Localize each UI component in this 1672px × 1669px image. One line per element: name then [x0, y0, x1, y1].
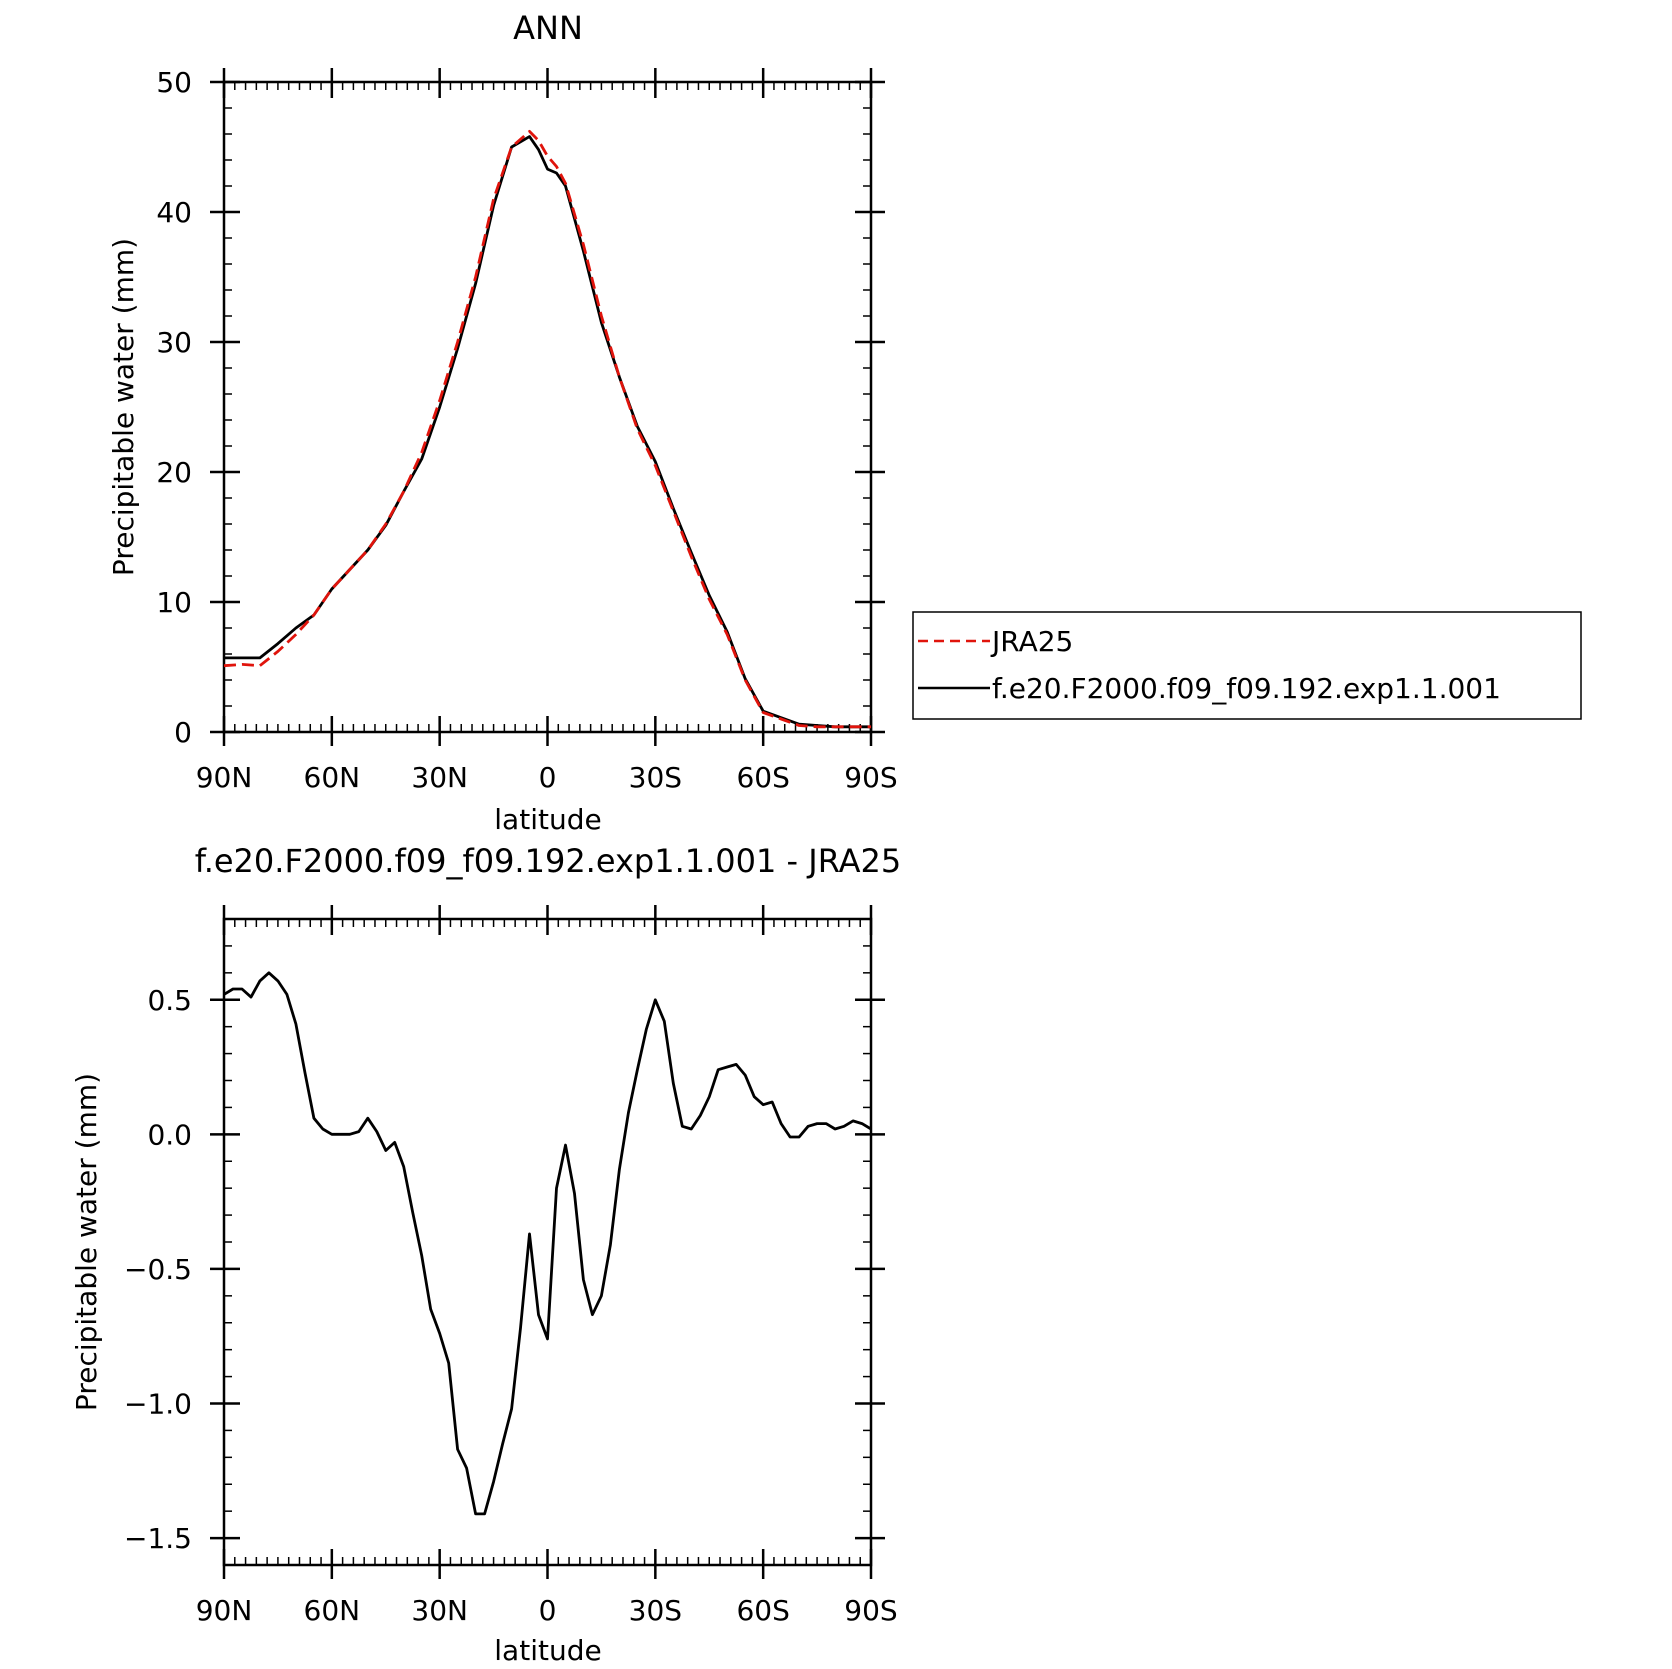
bottom-axis-ticks	[210, 905, 885, 1579]
top-y-axis-label: Precipitable water (mm)	[107, 238, 140, 576]
bottom-x-tick-label: 30S	[629, 1594, 682, 1627]
bottom-chart-panel: f.e20.F2000.f09_f09.192.exp1.1.001 - JRA…	[70, 842, 901, 1667]
bottom-y-tick-label: −1.5	[124, 1522, 192, 1555]
bottom-y-tick-label: −0.5	[124, 1253, 192, 1286]
top-y-tick-label: 0	[174, 716, 192, 749]
bottom-x-axis-label: latitude	[494, 1634, 601, 1667]
top-x-tick-label: 60S	[736, 761, 789, 794]
top-y-tick-labels: 0 10 20 30 40 50	[156, 66, 192, 749]
bottom-x-tick-label: 30N	[411, 1594, 468, 1627]
top-x-tick-label: 90N	[196, 761, 253, 794]
bottom-chart-title: f.e20.F2000.f09_f09.192.exp1.1.001 - JRA…	[195, 842, 901, 880]
bottom-plot-frame	[222, 917, 873, 1567]
bottom-x-tick-label: 0	[539, 1594, 557, 1627]
top-x-tick-label: 0	[539, 761, 557, 794]
bottom-x-tick-labels: 90N 60N 30N 0 30S 60S 90S	[196, 1594, 898, 1627]
top-y-tick-label: 10	[156, 586, 192, 619]
top-y-tick-label: 50	[156, 66, 192, 99]
top-y-tick-label: 20	[156, 456, 192, 489]
bottom-y-tick-label: 0.0	[147, 1118, 192, 1151]
top-x-axis-label: latitude	[494, 803, 601, 836]
bottom-y-tick-label: −1.0	[124, 1388, 192, 1421]
top-x-tick-labels: 90N 60N 30N 0 30S 60S 90S	[196, 761, 898, 794]
top-y-tick-label: 40	[156, 196, 192, 229]
top-series-lines	[223, 129, 871, 729]
top-x-tick-label: 60N	[304, 761, 361, 794]
bottom-x-tick-label: 60S	[736, 1594, 789, 1627]
top-axis-ticks	[210, 68, 885, 746]
bottom-x-tick-label: 90S	[844, 1594, 897, 1627]
top-plot-frame	[222, 80, 873, 734]
top-chart-title: ANN	[513, 9, 583, 47]
bottom-series-lines	[223, 971, 872, 1516]
bottom-x-tick-label: 60N	[304, 1594, 361, 1627]
top-series-line-f-e20-f2000-f09-f09-192-exp1-1-001	[224, 135, 871, 729]
legend-label-jra25: JRA25	[990, 625, 1073, 658]
bottom-y-tick-label: 0.5	[147, 984, 192, 1017]
legend: JRA25 f.e20.F2000.f09_f09.192.exp1.1.001	[912, 611, 1582, 720]
top-series-line-jra25	[223, 129, 871, 729]
top-x-tick-label: 90S	[844, 761, 897, 794]
legend-box	[912, 611, 1582, 720]
top-x-tick-label: 30S	[629, 761, 682, 794]
bottom-y-tick-labels: −1.5 −1.0 −0.5 0.0 0.5	[124, 984, 192, 1555]
top-x-tick-label: 30N	[411, 761, 468, 794]
bottom-y-axis-label: Precipitable water (mm)	[70, 1073, 103, 1411]
legend-label-model: f.e20.F2000.f09_f09.192.exp1.1.001	[992, 672, 1501, 705]
top-chart-panel: ANN 0 10 20 30 40 50 90N 60N 30N 0 30S 60S 90S lati…	[107, 9, 898, 836]
top-y-tick-label: 30	[156, 326, 192, 359]
bottom-x-tick-label: 90N	[196, 1594, 253, 1627]
bottom-series-line-difference	[223, 971, 872, 1516]
